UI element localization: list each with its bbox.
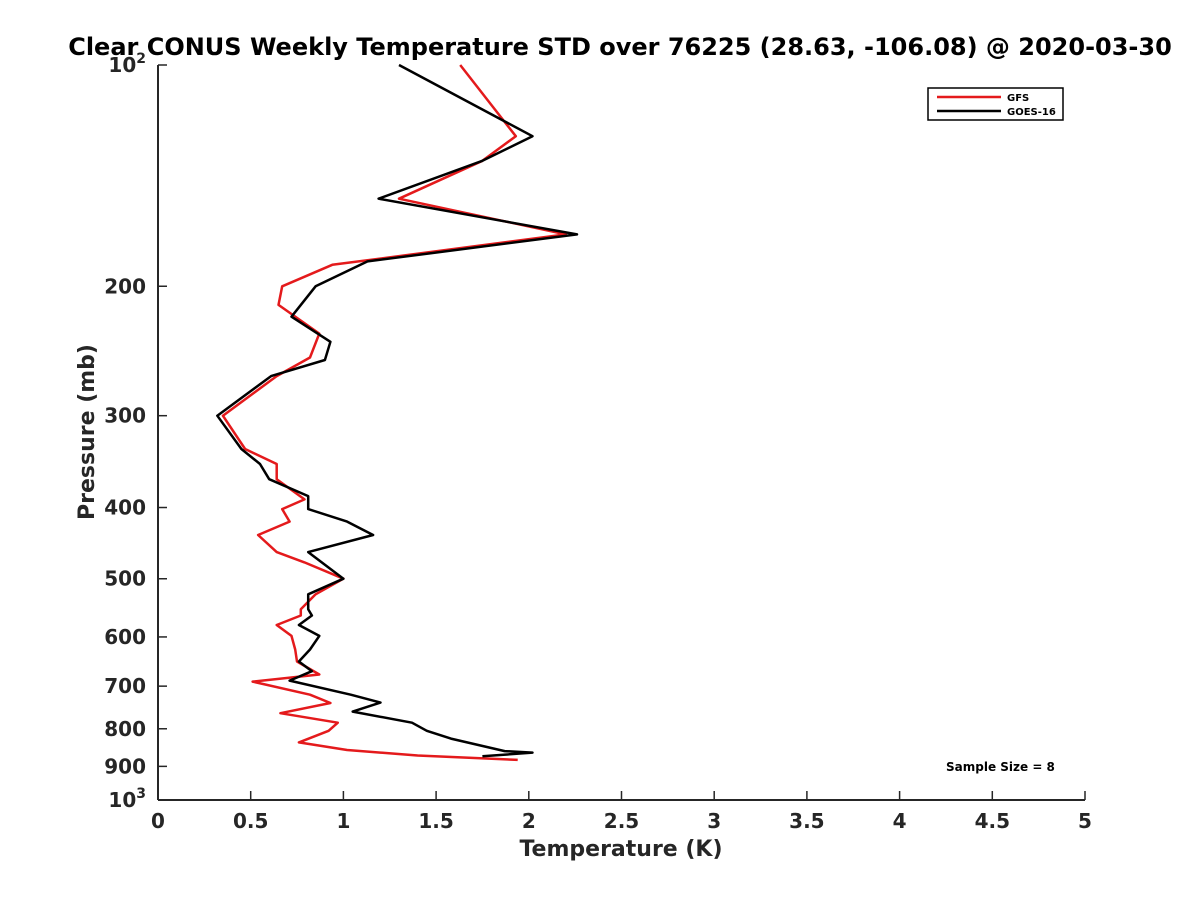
y-tick-label: 900 [104, 754, 146, 778]
x-tick-label: 2.5 [604, 809, 639, 833]
chart-title: Clear CONUS Weekly Temperature STD over … [68, 33, 1172, 61]
x-tick-label: 1 [336, 809, 350, 833]
y-tick-label: 103 [108, 786, 146, 812]
x-axis-ticks: 0 0.5 1 1.5 2 2.5 3 3.5 4 4.5 5 [151, 791, 1092, 833]
y-axis-label: Pressure (mb) [75, 344, 100, 520]
x-tick-label: 0 [151, 809, 165, 833]
y-tick-label: 102 [108, 51, 146, 77]
plot-area: 0 0.5 1 1.5 2 2.5 3 3.5 4 4.5 5 102 200 300 400 500 600… [104, 51, 1092, 833]
y-tick-label: 600 [104, 625, 146, 649]
y-tick-label: 700 [104, 674, 146, 698]
x-tick-label: 0.5 [233, 809, 268, 833]
y-tick-label: 200 [104, 274, 146, 298]
x-tick-label: 3 [707, 809, 721, 833]
x-axis-label: Temperature (K) [519, 837, 722, 862]
series-line-gfs [221, 64, 568, 762]
series-line-goes16 [216, 63, 579, 758]
legend-label-goes16: GOES-16 [1007, 107, 1056, 118]
x-tick-label: 4 [893, 809, 907, 833]
sample-size-annotation: Sample Size = 8 [946, 760, 1055, 774]
x-tick-label: 3.5 [789, 809, 824, 833]
y-tick-label: 800 [104, 717, 146, 741]
series-layer [216, 63, 579, 762]
legend-label-gfs: GFS [1007, 93, 1029, 104]
y-tick-label: 300 [104, 404, 146, 428]
y-axis-ticks: 102 200 300 400 500 600 700 800 900 103 [104, 51, 167, 812]
x-tick-label: 4.5 [975, 809, 1010, 833]
x-tick-label: 2 [522, 809, 536, 833]
y-tick-label: 500 [104, 567, 146, 591]
legend-box [927, 87, 1064, 121]
legend: GFS GOES-16 [927, 87, 1064, 121]
y-tick-label: 400 [104, 496, 146, 520]
x-tick-label: 1.5 [418, 809, 453, 833]
x-tick-label: 5 [1078, 809, 1092, 833]
